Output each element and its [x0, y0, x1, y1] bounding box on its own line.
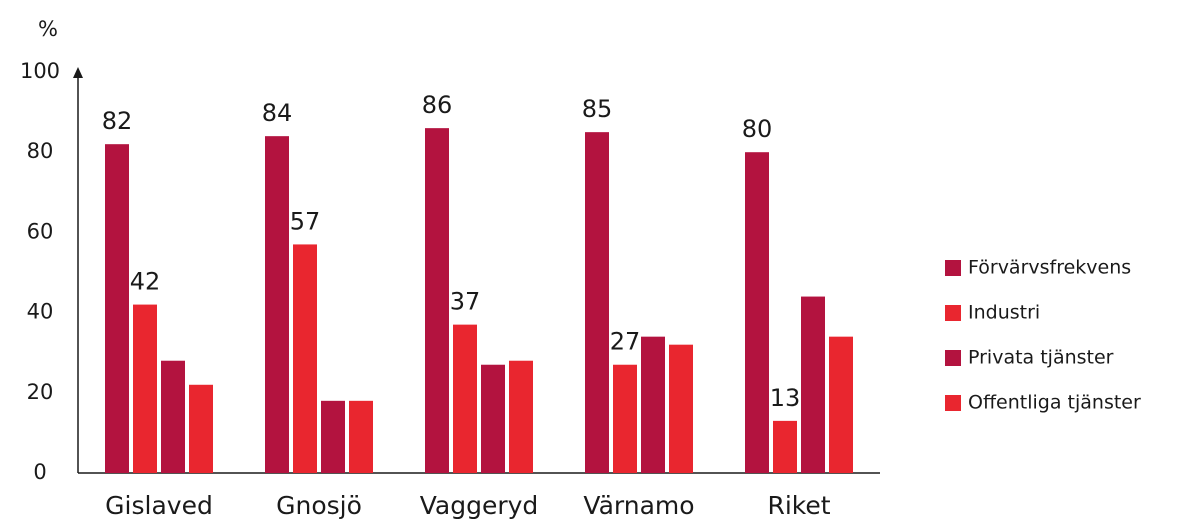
x-tick-label: Vaggeryd	[420, 491, 539, 520]
legend-label: Industri	[968, 302, 1040, 324]
bar	[425, 128, 449, 473]
y-axis-arrow	[73, 67, 83, 78]
data-label: 86	[422, 91, 453, 119]
bar	[585, 132, 609, 473]
y-tick-label: 0	[33, 460, 46, 484]
y-axis-label: %	[38, 17, 58, 41]
bar	[641, 336, 665, 473]
data-label: 84	[262, 99, 293, 127]
bar	[829, 336, 853, 473]
data-label: 13	[770, 384, 801, 412]
bar	[133, 304, 157, 473]
bar	[321, 400, 345, 473]
bar	[509, 360, 533, 473]
legend-swatch	[945, 260, 961, 276]
data-label: 82	[102, 107, 133, 135]
bar	[453, 324, 477, 473]
bar	[105, 144, 129, 473]
bar	[161, 360, 185, 473]
bar	[801, 296, 825, 473]
legend-label: Offentliga tjänster	[968, 392, 1141, 414]
legend-label: Förvärvsfrekvens	[968, 257, 1131, 279]
data-label: 42	[130, 268, 161, 296]
data-label: 27	[610, 328, 641, 356]
y-tick-label: 40	[27, 300, 54, 324]
bar	[481, 364, 505, 473]
bar	[293, 244, 317, 473]
data-label: 37	[450, 288, 481, 316]
x-tick-label: Riket	[767, 491, 830, 520]
x-tick-label: Gislaved	[105, 491, 213, 520]
bar	[669, 344, 693, 473]
x-tick-label: Värnamo	[583, 491, 694, 520]
legend-swatch	[945, 350, 961, 366]
legend-swatch	[945, 395, 961, 411]
y-tick-label: 20	[27, 380, 54, 404]
bar	[745, 152, 769, 473]
bar	[189, 384, 213, 473]
data-label: 80	[742, 115, 773, 143]
bar	[613, 364, 637, 473]
y-tick-label: 60	[27, 219, 54, 243]
bar	[773, 420, 797, 473]
data-label: 57	[290, 207, 321, 235]
legend-label: Privata tjänster	[968, 347, 1114, 369]
legend-swatch	[945, 305, 961, 321]
y-tick-label: 80	[27, 139, 54, 163]
y-tick-label: 100	[20, 59, 60, 83]
bar	[265, 136, 289, 473]
data-label: 85	[582, 95, 613, 123]
x-tick-label: Gnosjö	[276, 491, 362, 520]
bar	[349, 400, 373, 473]
